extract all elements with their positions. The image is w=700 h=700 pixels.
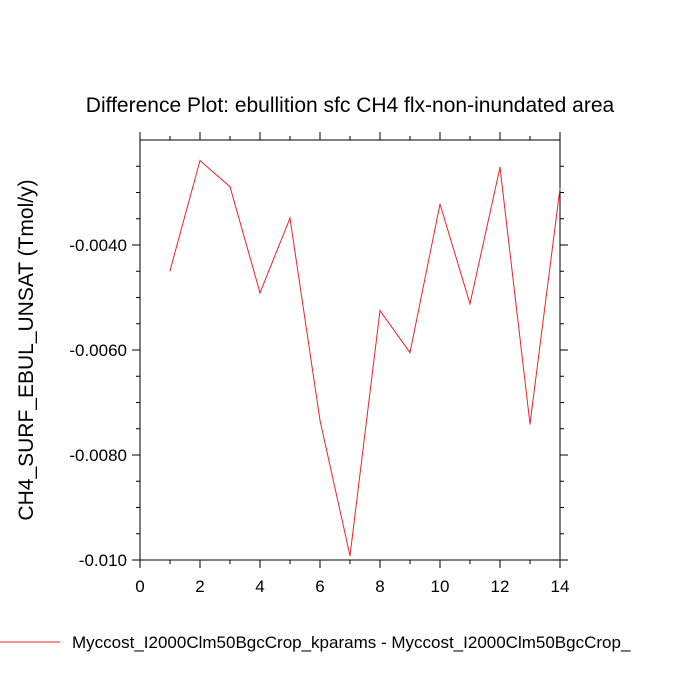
x-tick-label: 4 [255, 577, 264, 596]
data-point [439, 203, 441, 205]
x-tick-label: 0 [135, 577, 144, 596]
data-point [409, 352, 411, 354]
data-point [199, 159, 201, 162]
data-point [289, 217, 291, 219]
legend-label: Myccost_I2000Clm50BgcCrop_kparams - Mycc… [72, 633, 631, 652]
axis-ticks [132, 132, 568, 568]
series-layer [169, 159, 561, 557]
x-tick-label: 14 [551, 577, 570, 596]
x-tick-label: 10 [431, 577, 450, 596]
data-point [469, 303, 471, 305]
data-point [169, 270, 171, 272]
y-tick-label: -0.010 [79, 551, 127, 570]
tick-labels: 0 2 4 6 8 10 12 14 -0.010 -0.0080 -0.0060 -0.0040 [69, 236, 569, 596]
y-tick-label: -0.0080 [69, 446, 127, 465]
data-point [499, 166, 501, 168]
x-tick-label: 12 [491, 577, 510, 596]
y-tick-label: -0.0040 [69, 236, 127, 255]
plot-area [139, 139, 561, 561]
x-tick-label: 8 [375, 577, 384, 596]
legend: Myccost_I2000Clm50BgcCrop_kparams - Mycc… [0, 633, 631, 652]
y-axis-label: CH4_SURF_EBUL_UNSAT (Tmol/y) [15, 179, 38, 520]
data-point [319, 419, 321, 421]
data-point [259, 292, 261, 294]
x-tick-label: 2 [195, 577, 204, 596]
data-point [559, 187, 561, 189]
data-point [529, 423, 531, 425]
y-tick-label: -0.0060 [69, 341, 127, 360]
series-line [169, 159, 561, 556]
data-point [379, 310, 381, 312]
chart-title: Difference Plot: ebullition sfc CH4 flx-… [86, 94, 615, 117]
data-point [349, 555, 351, 557]
plot-border [139, 139, 561, 561]
x-tick-label: 6 [315, 577, 324, 596]
data-point [229, 186, 231, 188]
